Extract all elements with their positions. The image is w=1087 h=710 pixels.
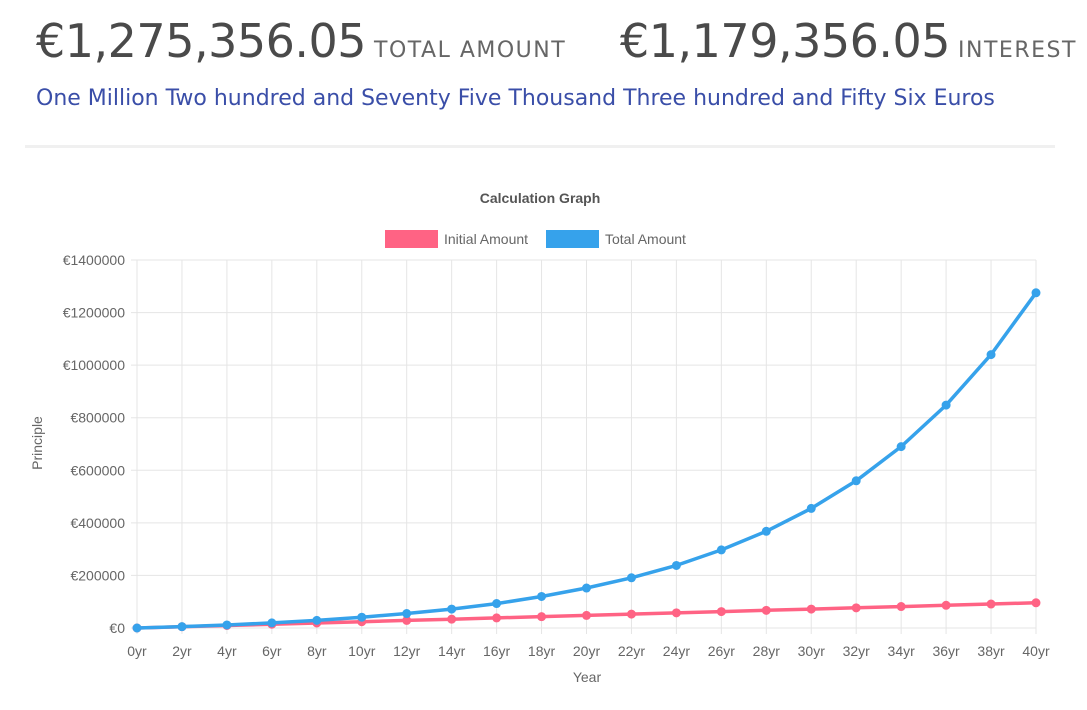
summary-header: €1,275,356.05 TOTAL AMOUNT €1,179,356.05 I… xyxy=(36,14,1075,74)
x-tick-label: 22yr xyxy=(618,643,646,659)
data-point-total-amount[interactable] xyxy=(626,573,636,583)
legend-item-total[interactable]: Total Amount xyxy=(546,230,686,248)
data-point-initial-amount[interactable] xyxy=(582,610,591,620)
data-point-total-amount[interactable] xyxy=(896,442,906,452)
y-tick-label: €400000 xyxy=(70,515,125,531)
data-point-initial-amount[interactable] xyxy=(1031,598,1041,608)
y-axis-label: Principle xyxy=(29,416,45,470)
data-point-initial-amount[interactable] xyxy=(851,603,861,613)
x-tick-label: 34yr xyxy=(888,643,916,659)
y-tick-label: €1000000 xyxy=(63,357,126,373)
y-tick-label: €1400000 xyxy=(63,252,126,268)
y-tick-label: €0 xyxy=(109,620,125,636)
data-point-total-amount[interactable] xyxy=(312,615,322,625)
divider xyxy=(25,145,1055,148)
series-total-amount xyxy=(132,288,1041,633)
data-point-total-amount[interactable] xyxy=(716,545,726,555)
x-tick-label: 30yr xyxy=(798,643,826,659)
interest-stat: €1,179,356.05 INTEREST xyxy=(620,14,1077,68)
data-point-initial-amount[interactable] xyxy=(492,613,502,623)
legend-label-total: Total Amount xyxy=(605,231,686,247)
data-point-total-amount[interactable] xyxy=(761,526,771,536)
interest-value: €1,179,356.05 xyxy=(620,14,951,68)
data-point-total-amount[interactable] xyxy=(132,623,142,633)
x-tick-label: 38yr xyxy=(977,643,1005,659)
y-tick-label: €600000 xyxy=(70,462,125,478)
data-point-initial-amount[interactable] xyxy=(447,614,457,624)
data-point-initial-amount[interactable] xyxy=(896,602,906,612)
data-point-initial-amount[interactable] xyxy=(941,600,951,610)
data-point-total-amount[interactable] xyxy=(671,560,681,570)
grid xyxy=(131,259,1037,634)
y-tick-label: €200000 xyxy=(70,567,125,583)
y-axis-ticks: €1400000 €1200000 €1000000 €800000 €600000 €4… xyxy=(63,252,126,636)
data-point-initial-amount[interactable] xyxy=(761,605,771,615)
y-tick-label: €1200000 xyxy=(63,305,126,321)
data-point-total-amount[interactable] xyxy=(537,591,547,601)
data-point-total-amount[interactable] xyxy=(851,476,861,486)
x-tick-label: 18yr xyxy=(528,643,556,659)
data-point-total-amount[interactable] xyxy=(447,604,457,614)
calculation-chart: Calculation Graph Initial Amount Total A… xyxy=(29,190,1050,685)
series-layer xyxy=(132,288,1041,633)
x-tick-label: 14yr xyxy=(438,643,466,659)
data-point-initial-amount[interactable] xyxy=(806,604,816,614)
data-point-initial-amount[interactable] xyxy=(716,607,726,617)
x-tick-label: 0yr xyxy=(127,643,147,659)
x-tick-label: 2yr xyxy=(172,643,192,659)
data-point-initial-amount[interactable] xyxy=(671,608,681,618)
chart-title: Calculation Graph xyxy=(480,190,601,206)
data-point-total-amount[interactable] xyxy=(357,612,367,622)
data-point-total-amount[interactable] xyxy=(1031,288,1041,298)
legend-swatch-initial xyxy=(385,230,438,248)
x-tick-label: 28yr xyxy=(753,643,781,659)
x-tick-label: 6yr xyxy=(262,643,282,659)
x-tick-label: 20yr xyxy=(573,643,601,659)
x-tick-label: 32yr xyxy=(843,643,871,659)
data-point-initial-amount[interactable] xyxy=(537,612,547,622)
x-tick-label: 10yr xyxy=(348,643,376,659)
x-tick-label: 24yr xyxy=(663,643,691,659)
total-amount-value: €1,275,356.05 xyxy=(36,14,367,68)
data-point-total-amount[interactable] xyxy=(986,350,996,360)
data-point-initial-amount[interactable] xyxy=(986,599,996,609)
x-tick-label: 12yr xyxy=(393,643,421,659)
total-amount-stat: €1,275,356.05 TOTAL AMOUNT xyxy=(36,14,566,68)
x-tick-label: 16yr xyxy=(483,643,511,659)
legend: Initial Amount Total Amount xyxy=(385,230,686,248)
data-point-total-amount[interactable] xyxy=(492,599,502,609)
data-point-total-amount[interactable] xyxy=(222,620,232,630)
data-point-total-amount[interactable] xyxy=(267,618,277,628)
x-tick-label: 26yr xyxy=(708,643,736,659)
data-point-total-amount[interactable] xyxy=(806,503,816,513)
x-axis-label: Year xyxy=(573,669,602,685)
total-amount-label: TOTAL AMOUNT xyxy=(374,38,567,63)
data-point-initial-amount[interactable] xyxy=(626,609,636,619)
legend-label-initial: Initial Amount xyxy=(444,231,528,247)
data-point-total-amount[interactable] xyxy=(941,400,951,410)
data-point-total-amount[interactable] xyxy=(402,609,412,619)
legend-item-initial[interactable]: Initial Amount xyxy=(385,230,528,248)
amount-in-words: One Million Two hundred and Seventy Five… xyxy=(36,86,995,111)
x-tick-label: 36yr xyxy=(932,643,960,659)
data-point-total-amount[interactable] xyxy=(177,622,187,632)
data-point-total-amount[interactable] xyxy=(582,583,591,593)
x-tick-label: 8yr xyxy=(307,643,327,659)
x-tick-label: 4yr xyxy=(217,643,237,659)
legend-swatch-total xyxy=(546,230,599,248)
x-tick-label: 40yr xyxy=(1022,643,1050,659)
interest-label: INTEREST xyxy=(958,38,1077,63)
y-tick-label: €800000 xyxy=(70,410,125,426)
x-axis-ticks: 0yr 2yr 4yr 6yr 8yr 10yr 12yr 14yr 16yr 18yr 20yr 2… xyxy=(127,643,1050,659)
